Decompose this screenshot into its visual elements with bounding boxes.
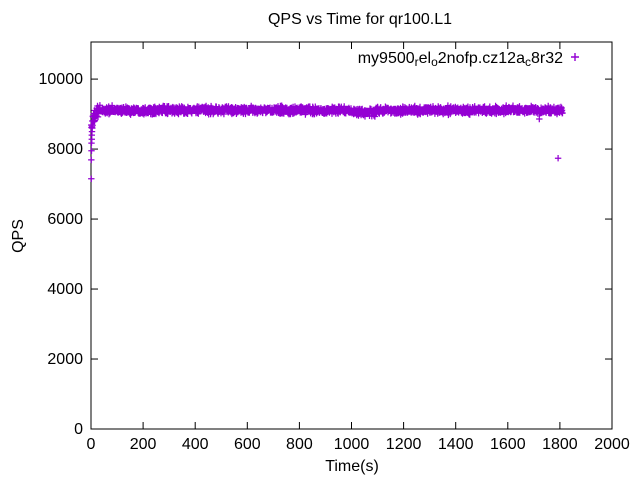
x-tick-label: 200: [130, 436, 157, 453]
legend-label: my9500relo2nofp.cz12ac8r32: [358, 50, 563, 69]
x-axis-label: Time(s): [325, 458, 379, 475]
x-tick-label: 2000: [594, 436, 630, 453]
axes-and-ticks: 0 200 400 600 800 1000 1200 1400 1600 1800 2000 0 20…: [39, 41, 630, 453]
x-tick-label: 0: [87, 436, 96, 453]
x-tick-label: 1400: [438, 436, 474, 453]
x-tick-label: 600: [234, 436, 261, 453]
scatter-points-plus-markers: [88, 102, 566, 182]
chart-title: QPS vs Time for qr100.L1: [268, 11, 452, 28]
y-tick-label: 4000: [47, 281, 83, 298]
legend-plus-marker: [571, 53, 579, 61]
y-tick-label: 2000: [47, 351, 83, 368]
x-tick-label: 1000: [334, 436, 370, 453]
x-tick-label: 1800: [542, 436, 578, 453]
legend: my9500relo2nofp.cz12ac8r32: [358, 50, 579, 69]
plot-border: [90, 41, 613, 430]
y-tick-label: 6000: [47, 211, 83, 228]
x-tick-label: 400: [182, 436, 209, 453]
x-tick-label: 800: [286, 436, 313, 453]
x-tick-label: 1200: [386, 436, 422, 453]
y-tick-label: 10000: [39, 71, 84, 88]
y-tick-label: 0: [74, 421, 83, 438]
y-axis-label: QPS: [10, 219, 27, 253]
scatter-series: [88, 102, 566, 182]
y-tick-label: 8000: [47, 141, 83, 158]
x-tick-label: 1600: [490, 436, 526, 453]
